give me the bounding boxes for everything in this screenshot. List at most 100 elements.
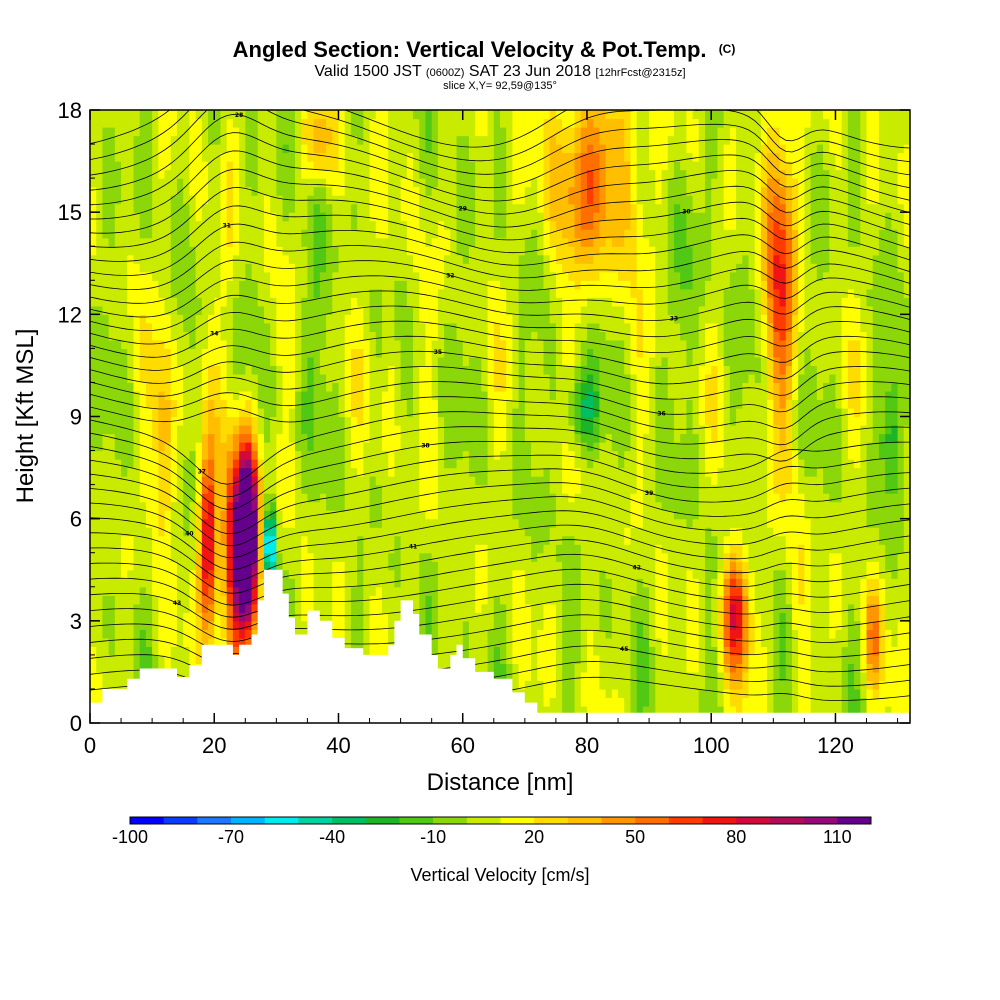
velocity-cell xyxy=(468,535,476,545)
velocity-cell xyxy=(823,467,830,477)
velocity-cell xyxy=(804,450,812,460)
velocity-cell xyxy=(872,629,880,639)
velocity-cell xyxy=(152,612,159,622)
velocity-cell xyxy=(872,501,880,511)
velocity-cell xyxy=(201,433,209,443)
velocity-cell xyxy=(512,603,520,613)
velocity-cell xyxy=(108,629,116,639)
velocity-cell xyxy=(866,629,874,639)
velocity-cell xyxy=(723,484,731,494)
velocity-cell xyxy=(276,510,284,520)
velocity-cell xyxy=(121,586,128,596)
velocity-cell xyxy=(375,425,383,435)
velocity-cell xyxy=(773,442,781,452)
velocity-cell xyxy=(823,501,830,511)
velocity-cell xyxy=(791,646,799,656)
velocity-cell xyxy=(866,493,874,503)
velocity-cell xyxy=(785,552,793,562)
velocity-cell xyxy=(816,501,824,511)
velocity-cell xyxy=(574,637,582,647)
velocity-cell xyxy=(630,680,638,690)
velocity-cell xyxy=(779,595,787,605)
velocity-cell xyxy=(350,518,358,528)
velocity-cell xyxy=(816,603,824,613)
velocity-cell xyxy=(779,654,787,664)
velocity-cell xyxy=(332,442,340,452)
velocity-cell xyxy=(208,416,215,426)
velocity-cell xyxy=(450,637,458,647)
velocity-cell xyxy=(798,459,805,469)
velocity-cell xyxy=(791,552,799,562)
velocity-cell xyxy=(854,654,861,664)
velocity-cell xyxy=(450,552,458,562)
velocity-cell xyxy=(605,450,613,460)
velocity-cell xyxy=(307,510,315,520)
velocity-cell xyxy=(885,671,892,682)
velocity-cell xyxy=(618,527,625,537)
velocity-cell xyxy=(475,501,482,511)
velocity-cell xyxy=(531,578,538,588)
velocity-cell xyxy=(158,501,166,511)
velocity-cell xyxy=(226,399,234,409)
velocity-cell xyxy=(226,544,234,554)
velocity-cell xyxy=(642,671,650,682)
velocity-cell xyxy=(357,552,364,562)
velocity-cell xyxy=(450,407,458,418)
velocity-cell xyxy=(586,663,594,673)
velocity-cell xyxy=(431,646,439,656)
velocity-cell xyxy=(239,433,246,443)
velocity-cell xyxy=(586,535,594,545)
velocity-cell xyxy=(512,535,520,545)
velocity-cell xyxy=(624,671,632,682)
velocity-cell xyxy=(102,510,110,520)
velocity-cell xyxy=(96,493,104,503)
velocity-cell xyxy=(288,510,296,520)
velocity-cell xyxy=(96,603,104,613)
velocity-cell xyxy=(419,450,427,460)
velocity-cell xyxy=(164,510,172,520)
velocity-cell xyxy=(419,603,427,613)
velocity-cell xyxy=(431,433,439,443)
velocity-cell xyxy=(357,484,364,494)
velocity-cell xyxy=(891,459,899,469)
velocity-cell xyxy=(810,501,818,511)
velocity-cell xyxy=(891,663,899,673)
velocity-cell xyxy=(624,450,632,460)
velocity-cell xyxy=(475,620,482,630)
velocity-cell xyxy=(723,705,731,716)
velocity-cell xyxy=(698,467,706,477)
velocity-cell xyxy=(642,629,650,639)
velocity-cell xyxy=(798,680,805,690)
velocity-cell xyxy=(363,612,371,622)
velocity-cell xyxy=(854,501,861,511)
velocity-cell xyxy=(847,535,855,545)
velocity-cell xyxy=(791,484,799,494)
velocity-cell xyxy=(829,569,837,579)
velocity-cell xyxy=(754,527,762,537)
velocity-cell xyxy=(350,544,358,554)
velocity-cell xyxy=(239,561,246,571)
velocity-cell xyxy=(90,646,97,656)
velocity-cell xyxy=(835,646,843,656)
velocity-cell xyxy=(158,433,166,443)
velocity-cell xyxy=(823,612,830,622)
velocity-cell xyxy=(872,561,880,571)
velocity-cell xyxy=(748,510,756,520)
velocity-cell xyxy=(512,637,520,647)
velocity-cell xyxy=(313,544,321,554)
velocity-cell xyxy=(282,510,290,520)
velocity-cell xyxy=(189,484,197,494)
velocity-cell xyxy=(400,578,408,588)
velocity-cell xyxy=(425,416,433,426)
velocity-cell xyxy=(742,450,750,460)
velocity-cell xyxy=(543,586,551,596)
velocity-cell xyxy=(692,459,700,469)
velocity-cell xyxy=(456,578,464,588)
velocity-cell xyxy=(866,552,874,562)
velocity-cell xyxy=(313,416,321,426)
velocity-cell xyxy=(375,467,383,477)
velocity-cell xyxy=(760,705,768,716)
velocity-cell xyxy=(599,467,607,477)
velocity-cell xyxy=(176,527,184,537)
velocity-cell xyxy=(518,467,526,477)
